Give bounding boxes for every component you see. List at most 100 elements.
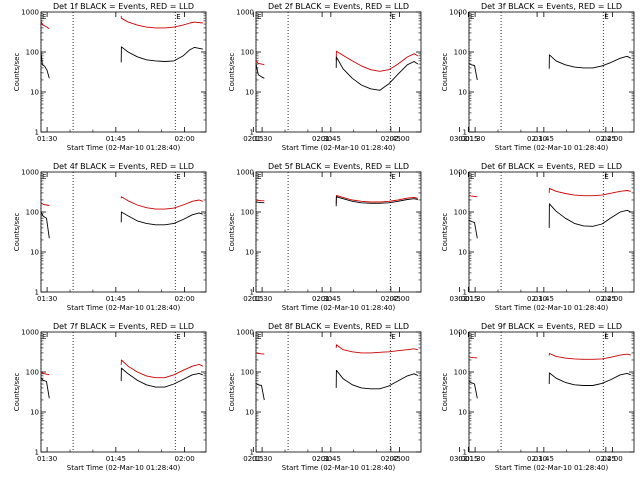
y-tick-label: 1: [463, 289, 467, 297]
x-axis-label: Start Time (02-Mar-10 01:28:40): [495, 464, 609, 472]
series-line-events: [255, 63, 265, 79]
y-tick-label: 1: [463, 449, 467, 457]
y-tick-label: 10: [30, 89, 39, 97]
x-axis-label: Start Time (02-Mar-10 01:28:40): [67, 304, 181, 312]
series-line-events: [468, 381, 478, 399]
x-tick-label: 01:45: [534, 455, 554, 463]
x-tick-label: 02:45: [596, 135, 616, 143]
x-tick-label: 02:00: [603, 135, 623, 143]
series-line-events: [120, 367, 203, 388]
x-tick-label: 02:15: [243, 295, 263, 303]
panel-title: Det 3f BLACK = Events, RED = LLD: [481, 2, 622, 11]
event-marker: E: [391, 13, 395, 21]
y-tick-label: 1000: [21, 329, 39, 337]
series-line-events: [548, 372, 631, 386]
series-line-lld: [40, 20, 50, 30]
event-marker: E: [176, 13, 180, 21]
event-marker: E: [42, 173, 46, 181]
x-tick-label: 01:30: [252, 295, 272, 303]
event-marker: E: [391, 173, 395, 181]
x-tick-label: 01:30: [37, 135, 57, 143]
y-axis-label: Counts/sec: [228, 213, 236, 252]
series-line-lld: [120, 15, 203, 29]
x-axis-label: Start Time (02-Mar-10 01:28:40): [282, 304, 396, 312]
y-tick-label: 100: [241, 49, 254, 57]
series-line-lld: [120, 196, 203, 210]
y-tick-label: 1: [250, 289, 254, 297]
x-tick-label: 02:00: [390, 295, 410, 303]
x-tick-label: 02:30: [312, 135, 332, 143]
panel-title: Det 9f BLACK = Events, RED = LLD: [481, 322, 622, 331]
x-axis-label: Start Time (02-Mar-10 01:28:40): [67, 144, 181, 152]
series-line-events: [120, 46, 203, 63]
x-tick-label: 02:15: [243, 455, 263, 463]
x-tick-label: 02:30: [527, 455, 547, 463]
y-tick-label: 10: [245, 409, 254, 417]
series-line-events: [468, 63, 478, 81]
panel-3: Det 3f BLACK = Events, RED = LLD E E 1 10 100…: [441, 2, 635, 152]
y-tick-label: 10: [245, 89, 254, 97]
event-marker: E: [257, 13, 261, 21]
y-tick-label: 1: [250, 129, 254, 137]
x-tick-label: 02:15: [458, 455, 478, 463]
series-line-lld: [548, 187, 631, 197]
y-tick-label: 1: [35, 449, 39, 457]
x-axis-label: Start Time (02-Mar-10 01:28:40): [282, 464, 396, 472]
x-tick-label: 02:45: [596, 455, 616, 463]
x-tick-label: 01:45: [106, 295, 126, 303]
plot-frame: [255, 11, 422, 133]
y-tick-label: 100: [26, 369, 39, 377]
series-line-lld: [335, 344, 418, 354]
x-tick-label: 01:30: [252, 135, 272, 143]
x-tick-label: 02:15: [458, 135, 478, 143]
y-tick-label: 10: [458, 409, 467, 417]
panel-title: Det 4f BLACK = Events, RED = LLD: [53, 162, 194, 171]
plot-frame: [40, 171, 207, 293]
x-tick-label: 02:00: [603, 455, 623, 463]
y-tick-label: 1000: [236, 169, 254, 177]
plot-frame: [40, 11, 207, 133]
event-marker: E: [42, 333, 46, 341]
x-axis-label: Start Time (02-Mar-10 01:28:40): [495, 144, 609, 152]
series-line-lld: [548, 353, 631, 360]
panel-title: Det 1f BLACK = Events, RED = LLD: [53, 2, 194, 11]
panel-title: Det 6f BLACK = Events, RED = LLD: [481, 162, 622, 171]
x-tick-label: 02:30: [312, 295, 332, 303]
series-line-events: [255, 383, 265, 401]
event-marker: E: [176, 173, 180, 181]
plot-frame: [255, 171, 422, 293]
plot-frame: [468, 331, 635, 453]
x-tick-label: 02:00: [390, 455, 410, 463]
series-line-lld: [40, 202, 50, 206]
x-tick-label: 02:30: [312, 455, 332, 463]
panel-6: Det 6f BLACK = Events, RED = LLD E E 1 10 100…: [441, 162, 635, 312]
x-tick-label: 02:30: [527, 295, 547, 303]
series-line-lld: [255, 199, 265, 202]
panel-title: Det 8f BLACK = Events, RED = LLD: [268, 322, 409, 331]
x-tick-label: 01:45: [534, 295, 554, 303]
y-tick-label: 1000: [21, 169, 39, 177]
y-tick-label: 1000: [21, 9, 39, 17]
series-line-events: [335, 196, 418, 207]
x-tick-label: 02:00: [175, 455, 195, 463]
event-marker: E: [604, 173, 608, 181]
x-axis-label: Start Time (02-Mar-10 01:28:40): [282, 144, 396, 152]
x-tick-label: 02:45: [381, 135, 401, 143]
x-tick-label: 03:00: [450, 135, 470, 143]
plot-frame: [468, 171, 635, 293]
plot-frame: [40, 331, 207, 453]
event-marker: E: [470, 173, 474, 181]
x-tick-label: 02:45: [596, 295, 616, 303]
event-marker: E: [391, 333, 395, 341]
y-tick-label: 100: [241, 369, 254, 377]
event-marker: E: [470, 333, 474, 341]
y-axis-label: Counts/sec: [13, 373, 21, 412]
x-tick-label: 01:30: [252, 455, 272, 463]
x-tick-label: 03:00: [450, 455, 470, 463]
series-line-events: [548, 203, 631, 228]
